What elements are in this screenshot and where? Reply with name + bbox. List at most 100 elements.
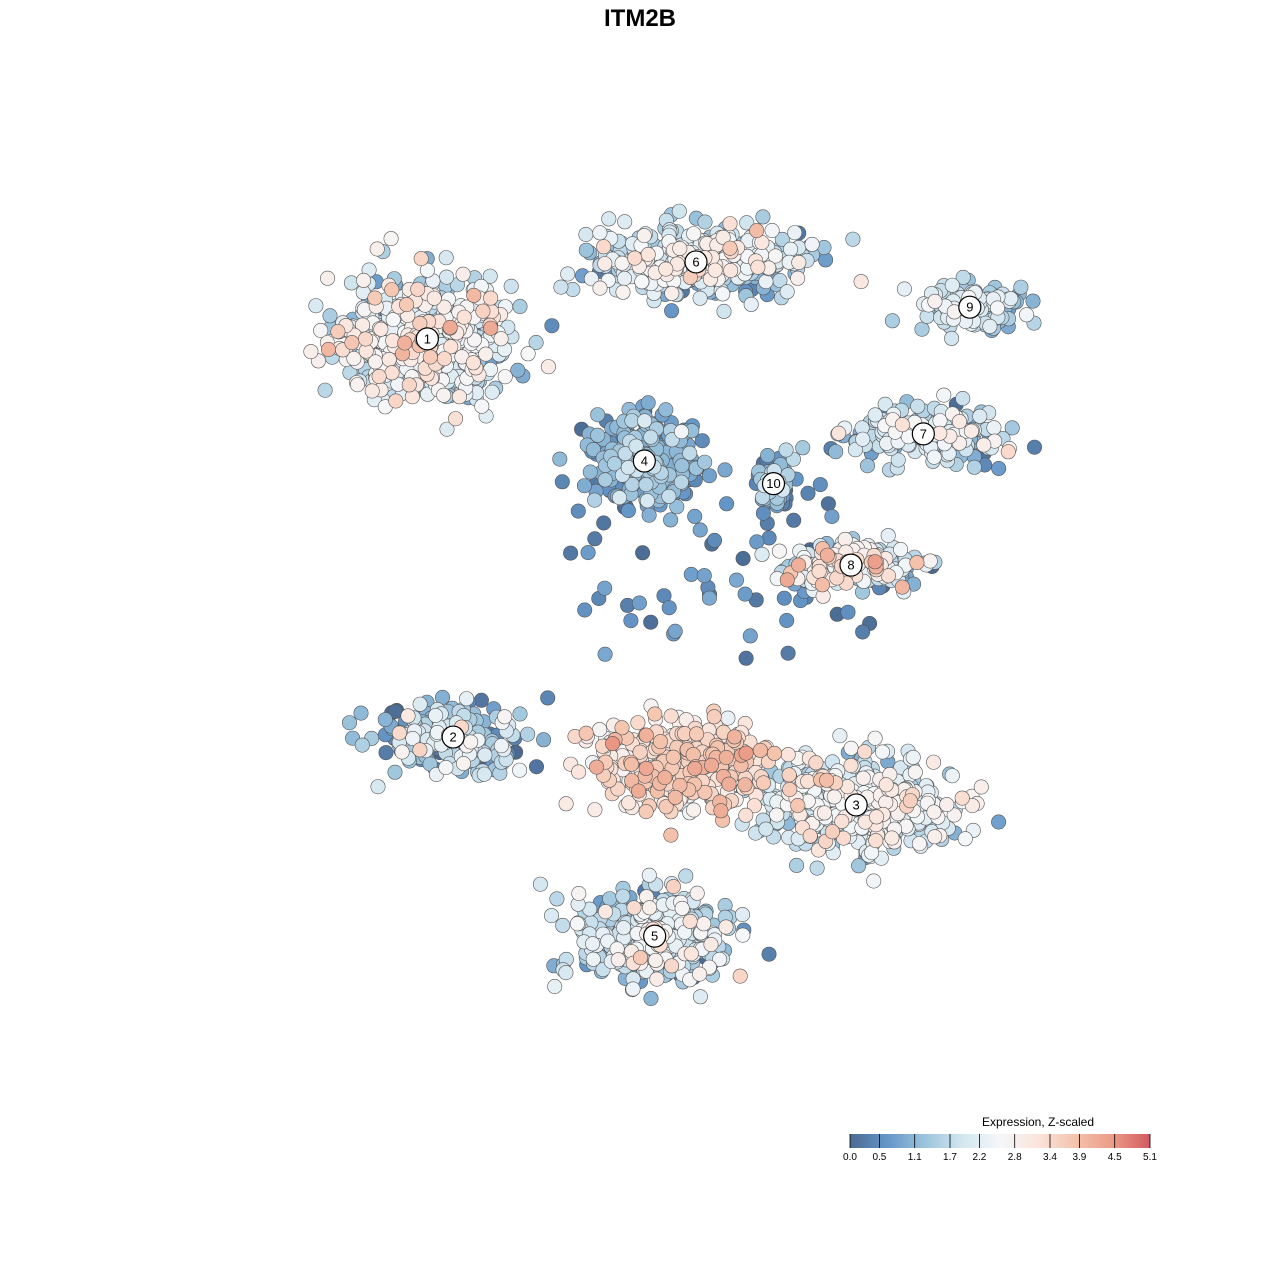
scatter-point [687, 760, 703, 776]
scatter-point [582, 464, 598, 480]
scatter-point [780, 645, 796, 661]
scatter-point [578, 227, 594, 243]
scatter-point [706, 709, 722, 725]
scatter-point [455, 266, 471, 282]
scatter-point [743, 296, 759, 312]
scatter-point [720, 710, 736, 726]
legend-title: Expression, Z-scaled [982, 1115, 1094, 1129]
scatter-point [436, 387, 452, 403]
scatter-point [667, 789, 683, 805]
scatter-point [851, 858, 867, 874]
scatter-point [692, 989, 708, 1005]
scatter-point [910, 398, 926, 414]
scatter-point [703, 936, 719, 952]
legend-tick-label: 3.9 [1072, 1152, 1086, 1163]
scatter-point [955, 269, 971, 285]
cluster-label-circle [684, 250, 708, 274]
scatter-point [630, 715, 646, 731]
scatter-point [951, 414, 967, 430]
scatter-point [615, 888, 631, 904]
scatter-point [528, 759, 544, 775]
scatter-point [939, 797, 955, 813]
scatter-point [528, 334, 544, 350]
scatter-point [843, 757, 859, 773]
scatter-point [755, 505, 771, 521]
legend-tick-label: 3.4 [1043, 1152, 1057, 1163]
scatter-point [946, 807, 962, 823]
scatter-point [982, 318, 998, 334]
scatter-point [664, 285, 680, 301]
scatter-point [443, 339, 459, 355]
scatter-point [991, 460, 1007, 476]
scatter-point [620, 503, 636, 519]
scatter-point [857, 744, 873, 760]
scatter-point [641, 900, 657, 916]
scatter-point [814, 577, 830, 593]
scatter-point [689, 885, 705, 901]
scatter-point [549, 891, 565, 907]
scatter-point [694, 433, 710, 449]
scatter-point [478, 346, 494, 362]
scatter-point [493, 331, 509, 347]
scatter-point [632, 744, 648, 760]
scatter-point [463, 734, 479, 750]
scatter-point [973, 779, 989, 795]
scatter-point [413, 251, 429, 267]
scatter-point [853, 274, 869, 290]
scatter-point [837, 531, 853, 547]
cluster-label-text: 10 [766, 476, 780, 491]
cluster-label-text: 6 [692, 254, 699, 269]
scatter-point [583, 271, 599, 287]
scatter-point [715, 286, 731, 302]
scatter-point [721, 776, 737, 792]
scatter-point [585, 936, 601, 952]
cluster-label-text: 5 [651, 929, 658, 944]
scatter-point [563, 545, 579, 561]
scatter-point [1019, 307, 1035, 323]
scatter-point [349, 377, 365, 393]
scatter-point [855, 770, 871, 786]
scatter-point [786, 512, 802, 528]
scatter-point [944, 330, 960, 346]
scatter-point [641, 507, 657, 523]
scatter-point [397, 335, 413, 351]
scatter-point [1025, 293, 1041, 309]
scatter-point [735, 927, 751, 943]
scatter-point [649, 971, 665, 987]
scatter-point [585, 441, 601, 457]
scatter-point [737, 586, 753, 602]
scatter-point [621, 795, 637, 811]
scatter-point [755, 209, 771, 225]
scatter-point [555, 917, 571, 933]
scatter-point [884, 830, 900, 846]
scatter-point [412, 742, 428, 758]
scatter-point [824, 508, 840, 524]
scatter-point [616, 270, 632, 286]
scatter-point [540, 359, 556, 375]
scatter-point [811, 563, 827, 579]
scatter-point [826, 789, 842, 805]
scatter-point [303, 344, 319, 360]
scatter-point [734, 907, 750, 923]
scatter-point [330, 323, 346, 339]
scatter-point [341, 715, 357, 731]
scatter-point [936, 387, 952, 403]
scatter-point [878, 777, 894, 793]
scatter-point [789, 857, 805, 873]
scatter-point [369, 241, 385, 257]
scatter-point [902, 793, 918, 809]
scatter-point [643, 614, 659, 630]
scatter-point [955, 390, 971, 406]
scatter-point [819, 547, 835, 563]
scatter-point [752, 742, 768, 758]
scatter-point [957, 831, 973, 847]
scatter-point [722, 216, 738, 232]
scatter-point [932, 413, 948, 429]
scatter-point [840, 604, 856, 620]
scatter-point [816, 805, 832, 821]
scatter-point [665, 749, 681, 765]
scatter-point [808, 755, 824, 771]
scatter-point [868, 833, 884, 849]
scatter-point [867, 407, 883, 423]
